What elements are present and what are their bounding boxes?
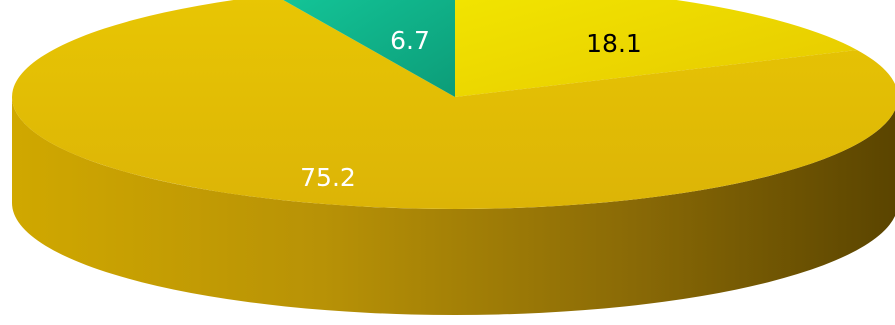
slice-value-label: 6.7: [390, 26, 430, 55]
pie-slice: [283, 0, 455, 97]
pie-side: [12, 97, 895, 315]
pie-slice: [12, 0, 895, 209]
pie-top: [12, 0, 895, 209]
pie-slice: [455, 0, 858, 97]
pie-labels: 18.1 75.2 6.7: [300, 26, 642, 192]
slice-value-label: 18.1: [586, 29, 642, 58]
slice-value-label: 75.2: [300, 163, 356, 192]
